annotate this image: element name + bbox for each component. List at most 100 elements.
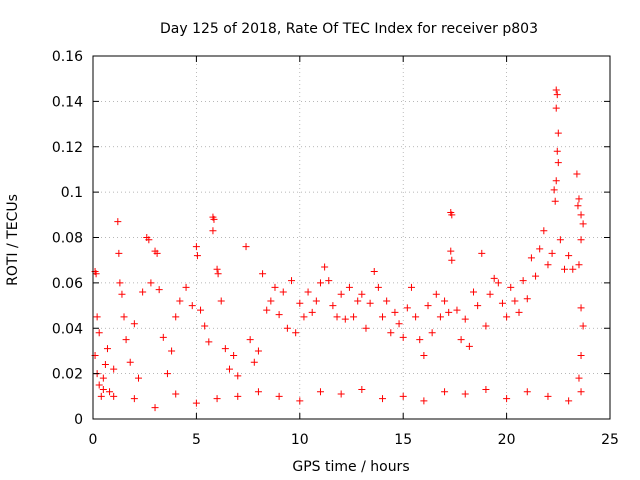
- data-point: [182, 283, 190, 291]
- data-point: [532, 272, 540, 280]
- data-point: [97, 392, 105, 400]
- data-point: [205, 338, 213, 346]
- plot-frame: [92, 55, 611, 420]
- data-point: [461, 390, 469, 398]
- data-point: [114, 218, 122, 226]
- data-point: [527, 254, 535, 262]
- data-point: [551, 197, 559, 205]
- data-point: [448, 256, 456, 264]
- data-point: [387, 329, 395, 337]
- data-point: [234, 392, 242, 400]
- data-point: [172, 390, 180, 398]
- data-point: [448, 211, 456, 219]
- data-point: [374, 283, 382, 291]
- data-point: [92, 270, 100, 278]
- data-point: [93, 313, 101, 321]
- data-point: [230, 351, 238, 359]
- data-point: [254, 347, 262, 355]
- data-point: [554, 129, 562, 137]
- data-point: [168, 347, 176, 355]
- data-point: [565, 397, 573, 405]
- data-point: [99, 374, 107, 382]
- x-tick-label: 10: [291, 432, 309, 448]
- data-point: [145, 236, 153, 244]
- data-point: [536, 245, 544, 253]
- data-point: [552, 177, 560, 185]
- data-point: [316, 279, 324, 287]
- data-point: [300, 313, 308, 321]
- data-point: [416, 336, 424, 344]
- y-tick-label: 0.16: [52, 49, 83, 65]
- x-tick-label: 15: [394, 432, 412, 448]
- data-point: [159, 333, 167, 341]
- data-point: [457, 336, 465, 344]
- data-point: [188, 302, 196, 310]
- x-tick-label: 25: [601, 432, 619, 448]
- data-point: [445, 308, 453, 316]
- data-point: [308, 308, 316, 316]
- data-point: [103, 345, 111, 353]
- data-point: [110, 392, 118, 400]
- data-point: [296, 397, 304, 405]
- data-point: [246, 336, 254, 344]
- data-point: [176, 297, 184, 305]
- y-axis: 0 0.02 0.04 0.06 0.08 0.1 0.12 0.14 0.16: [52, 49, 610, 428]
- data-point: [544, 392, 552, 400]
- data-point: [155, 286, 163, 294]
- data-point: [383, 297, 391, 305]
- data-point: [279, 288, 287, 296]
- y-tick-label: 0.02: [52, 367, 83, 383]
- data-point: [115, 249, 123, 257]
- y-tick-label: 0.1: [61, 185, 83, 201]
- data-point: [490, 274, 498, 282]
- data-point: [304, 288, 312, 296]
- data-point: [553, 91, 561, 99]
- data-point: [540, 227, 548, 235]
- data-point: [575, 261, 583, 269]
- data-point: [341, 315, 349, 323]
- x-axis: 0 5 10 15 20 25: [89, 56, 619, 448]
- data-point: [486, 290, 494, 298]
- data-point: [337, 390, 345, 398]
- data-point: [122, 336, 130, 344]
- data-point: [574, 202, 582, 210]
- data-point: [312, 297, 320, 305]
- data-point: [259, 270, 267, 278]
- data-point: [118, 290, 126, 298]
- data-point: [441, 297, 449, 305]
- x-tick-label: 0: [89, 432, 98, 448]
- data-point: [577, 211, 585, 219]
- data-point: [399, 333, 407, 341]
- data-point: [267, 297, 275, 305]
- data-point: [234, 372, 242, 380]
- data-point: [511, 297, 519, 305]
- data-point: [482, 322, 490, 330]
- data-point: [503, 395, 511, 403]
- x-tick-label: 20: [498, 432, 516, 448]
- data-point: [329, 302, 337, 310]
- data-point: [210, 215, 218, 223]
- data-point: [192, 399, 200, 407]
- data-point: [561, 265, 569, 273]
- data-point: [370, 268, 378, 276]
- y-tick-label: 0.12: [52, 140, 83, 156]
- y-tick-label: 0.04: [52, 321, 83, 337]
- x-axis-label: GPS time / hours: [292, 459, 409, 475]
- data-point: [465, 342, 473, 350]
- data-point: [470, 288, 478, 296]
- data-point: [403, 304, 411, 312]
- data-point: [350, 313, 358, 321]
- data-point: [345, 283, 353, 291]
- data-point: [221, 345, 229, 353]
- data-point: [519, 277, 527, 285]
- data-point: [544, 261, 552, 269]
- data-point: [569, 265, 577, 273]
- data-point: [263, 306, 271, 314]
- data-point: [436, 313, 444, 321]
- data-point: [201, 322, 209, 330]
- data-point: [575, 195, 583, 203]
- data-point: [366, 299, 374, 307]
- data-point: [523, 388, 531, 396]
- data-point: [254, 388, 262, 396]
